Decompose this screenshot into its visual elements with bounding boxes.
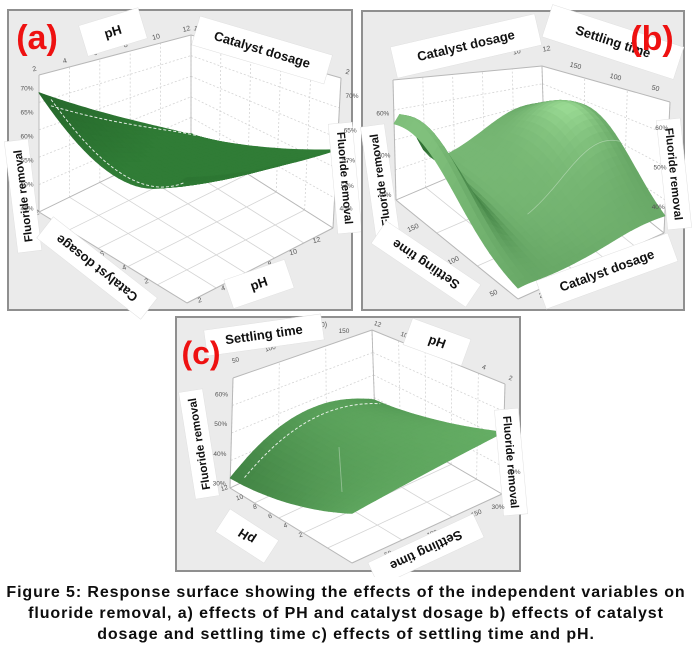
svg-text:pH: pH — [426, 332, 447, 352]
svg-text:10: 10 — [235, 493, 244, 502]
svg-text:pH: pH — [248, 274, 269, 294]
svg-text:30%: 30% — [491, 504, 504, 511]
svg-text:150: 150 — [407, 223, 421, 234]
svg-text:65%: 65% — [344, 128, 357, 135]
svg-text:60%: 60% — [655, 125, 668, 132]
svg-text:10: 10 — [152, 33, 161, 42]
svg-text:65%: 65% — [20, 110, 33, 117]
svg-text:12: 12 — [220, 484, 229, 493]
svg-text:2: 2 — [144, 278, 150, 286]
svg-text:40%: 40% — [507, 469, 520, 476]
svg-text:40%: 40% — [652, 204, 665, 211]
svg-text:100: 100 — [609, 73, 622, 83]
svg-text:52%: 52% — [341, 183, 354, 190]
svg-text:2: 2 — [345, 69, 351, 77]
svg-text:4: 4 — [122, 264, 128, 272]
svg-text:8: 8 — [252, 503, 258, 511]
svg-text:2: 2 — [32, 66, 38, 74]
svg-text:60%: 60% — [215, 392, 228, 399]
svg-text:10: 10 — [512, 48, 521, 56]
svg-text:50%: 50% — [214, 421, 227, 428]
svg-text:50: 50 — [489, 289, 499, 299]
svg-text:45%: 45% — [20, 206, 33, 213]
svg-text:60%: 60% — [20, 134, 33, 141]
svg-text:50: 50 — [231, 356, 240, 365]
svg-text:50: 50 — [651, 85, 660, 94]
svg-text:70%: 70% — [20, 86, 33, 93]
svg-text:2: 2 — [197, 297, 203, 305]
svg-text:50%: 50% — [20, 182, 33, 189]
svg-text:4: 4 — [220, 285, 226, 293]
svg-text:12: 12 — [312, 236, 321, 245]
svg-text:12: 12 — [542, 45, 551, 53]
svg-text:12: 12 — [182, 25, 191, 34]
svg-text:2: 2 — [298, 531, 304, 539]
svg-text:40%: 40% — [378, 192, 391, 199]
svg-text:10: 10 — [289, 248, 298, 257]
svg-text:30%: 30% — [213, 481, 226, 488]
svg-text:4: 4 — [283, 522, 289, 530]
svg-text:55%: 55% — [20, 158, 33, 165]
svg-text:150: 150 — [470, 508, 483, 519]
svg-text:(c): (c) — [181, 335, 220, 371]
svg-text:57%: 57% — [342, 158, 355, 165]
svg-text:50%: 50% — [653, 165, 666, 172]
svg-text:100: 100 — [447, 255, 461, 266]
svg-text:6: 6 — [99, 251, 105, 259]
svg-text:60%: 60% — [376, 111, 389, 118]
svg-text:40%: 40% — [213, 451, 226, 458]
svg-text:4: 4 — [481, 364, 487, 372]
svg-text:(a): (a) — [16, 19, 58, 57]
svg-text:6: 6 — [267, 513, 273, 521]
svg-text:50%: 50% — [377, 153, 390, 160]
svg-text:70%: 70% — [346, 93, 359, 100]
svg-text:150: 150 — [339, 328, 350, 335]
svg-text:10: 10 — [400, 331, 409, 340]
svg-text:12: 12 — [373, 320, 382, 329]
svg-text:(b): (b) — [630, 20, 673, 58]
svg-text:100: 100 — [264, 344, 277, 354]
svg-text:2: 2 — [508, 375, 514, 383]
svg-text:8: 8 — [123, 42, 129, 50]
svg-text:4: 4 — [62, 58, 68, 66]
svg-text:45%: 45% — [340, 206, 353, 213]
svg-text:pH: pH — [102, 22, 123, 41]
svg-text:150: 150 — [569, 62, 582, 72]
